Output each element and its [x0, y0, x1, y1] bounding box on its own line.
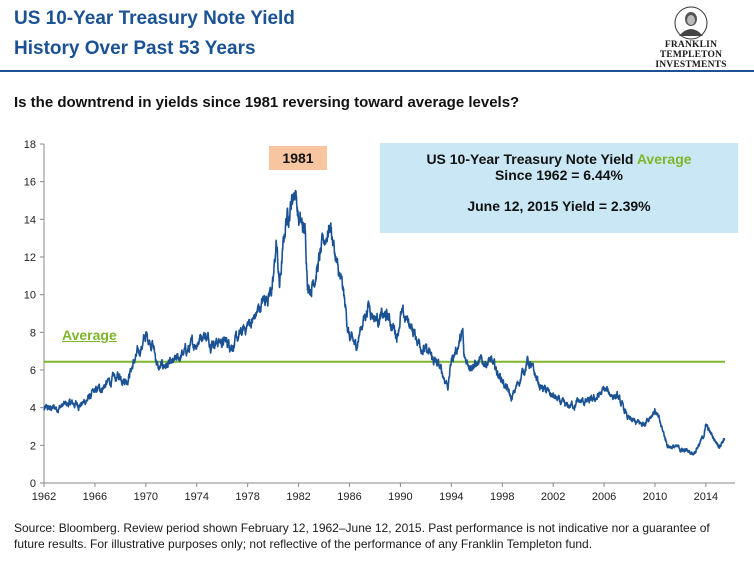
- callout-line1-text: US 10-Year Treasury Note Yield: [426, 151, 637, 167]
- x-tick-label: 2014: [694, 491, 718, 503]
- x-tick-label: 1990: [388, 491, 412, 503]
- y-tick-label: 10: [24, 290, 36, 302]
- average-line-label: Average: [62, 327, 117, 343]
- callout-line1: US 10-Year Treasury Note Yield Average: [380, 151, 738, 167]
- callout-average-word: Average: [636, 151, 692, 167]
- callout-line2: Since 1962 = 6.44%: [494, 167, 624, 183]
- x-tick-label: 1974: [185, 491, 209, 503]
- portrait-medallion-icon: [674, 6, 708, 40]
- x-tick-label: 1998: [490, 491, 514, 503]
- yield-series-line: [43, 189, 726, 456]
- x-tick-label: 1962: [32, 491, 56, 503]
- peak-1981-label: 1981: [269, 146, 327, 170]
- chart-title-line1: US 10-Year Treasury Note Yield: [14, 8, 295, 29]
- y-tick-label: 18: [24, 139, 36, 151]
- y-tick-label: 0: [30, 478, 36, 490]
- chart-title-line2: History Over Past 53 Years: [14, 38, 256, 59]
- y-tick-label: 12: [24, 252, 36, 264]
- header-divider: [0, 70, 754, 72]
- question-subtitle: Is the downtrend in yields since 1981 re…: [14, 94, 520, 111]
- x-tick-label: 1978: [235, 491, 259, 503]
- y-tick-label: 8: [30, 327, 36, 339]
- y-tick-label: 4: [30, 403, 36, 415]
- x-tick-label: 1986: [337, 491, 361, 503]
- y-tick-label: 16: [24, 177, 36, 189]
- x-tick-label: 1966: [83, 491, 107, 503]
- x-tick-label: 2002: [541, 491, 565, 503]
- franklin-templeton-logo: FRANKLIN TEMPLETON INVESTMENTS: [636, 6, 746, 70]
- yield-line-chart: 0 2 4 6 8 10 12 14 16 18 1962 1966 1970 1974 1978 1982 1…: [24, 139, 735, 503]
- x-tick-label: 2006: [592, 491, 616, 503]
- y-tick-label: 6: [30, 365, 36, 377]
- x-tick-label: 1970: [134, 491, 158, 503]
- average-callout-box: US 10-Year Treasury Note Yield Average S…: [380, 143, 738, 233]
- x-tick-label: 1982: [286, 491, 310, 503]
- y-tick-label: 2: [30, 440, 36, 452]
- logo-text-line1: FRANKLIN TEMPLETON: [659, 40, 723, 60]
- x-tick-label: 2010: [643, 491, 667, 503]
- source-footnote: Source: Bloomberg. Review period shown F…: [14, 521, 710, 551]
- callout-line3: June 12, 2015 Yield = 2.39%: [467, 198, 651, 214]
- logo-text-line2: INVESTMENTS: [655, 60, 727, 70]
- y-tick-label: 14: [24, 214, 36, 226]
- x-tick-label: 1994: [439, 491, 463, 503]
